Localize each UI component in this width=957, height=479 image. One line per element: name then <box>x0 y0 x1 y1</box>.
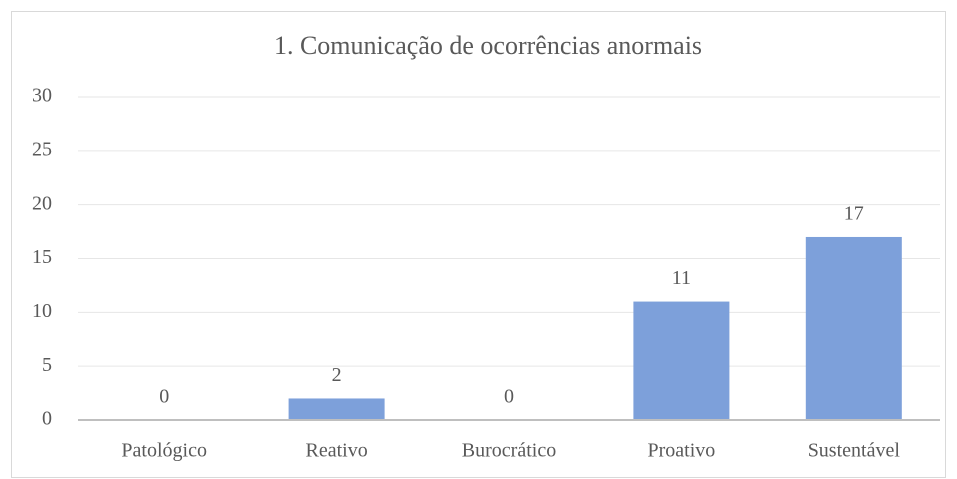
x-tick-label: Burocrático <box>462 440 556 462</box>
data-label: 0 <box>159 386 169 408</box>
y-tick-label: 25 <box>32 138 52 160</box>
x-tick-label: Patológico <box>121 440 207 462</box>
y-tick-label: 30 <box>32 85 52 107</box>
x-tick-label: Proativo <box>648 440 716 462</box>
y-tick-label: 5 <box>42 354 52 376</box>
data-label: 17 <box>844 203 864 225</box>
data-label: 2 <box>332 364 342 386</box>
data-label: 11 <box>672 267 691 289</box>
chart-title: 1. Comunicação de ocorrências anormais <box>274 31 702 60</box>
bar <box>633 301 730 420</box>
x-tick-label: Sustentável <box>808 440 901 462</box>
y-tick-label: 0 <box>42 408 52 430</box>
y-tick-label: 10 <box>32 300 52 322</box>
x-tick-label: Reativo <box>305 440 367 462</box>
y-tick-label: 15 <box>32 246 52 268</box>
y-tick-label: 20 <box>32 192 52 214</box>
bar <box>288 398 385 420</box>
data-label: 0 <box>504 386 514 408</box>
chart-frame <box>11 11 946 478</box>
bar <box>805 236 902 420</box>
